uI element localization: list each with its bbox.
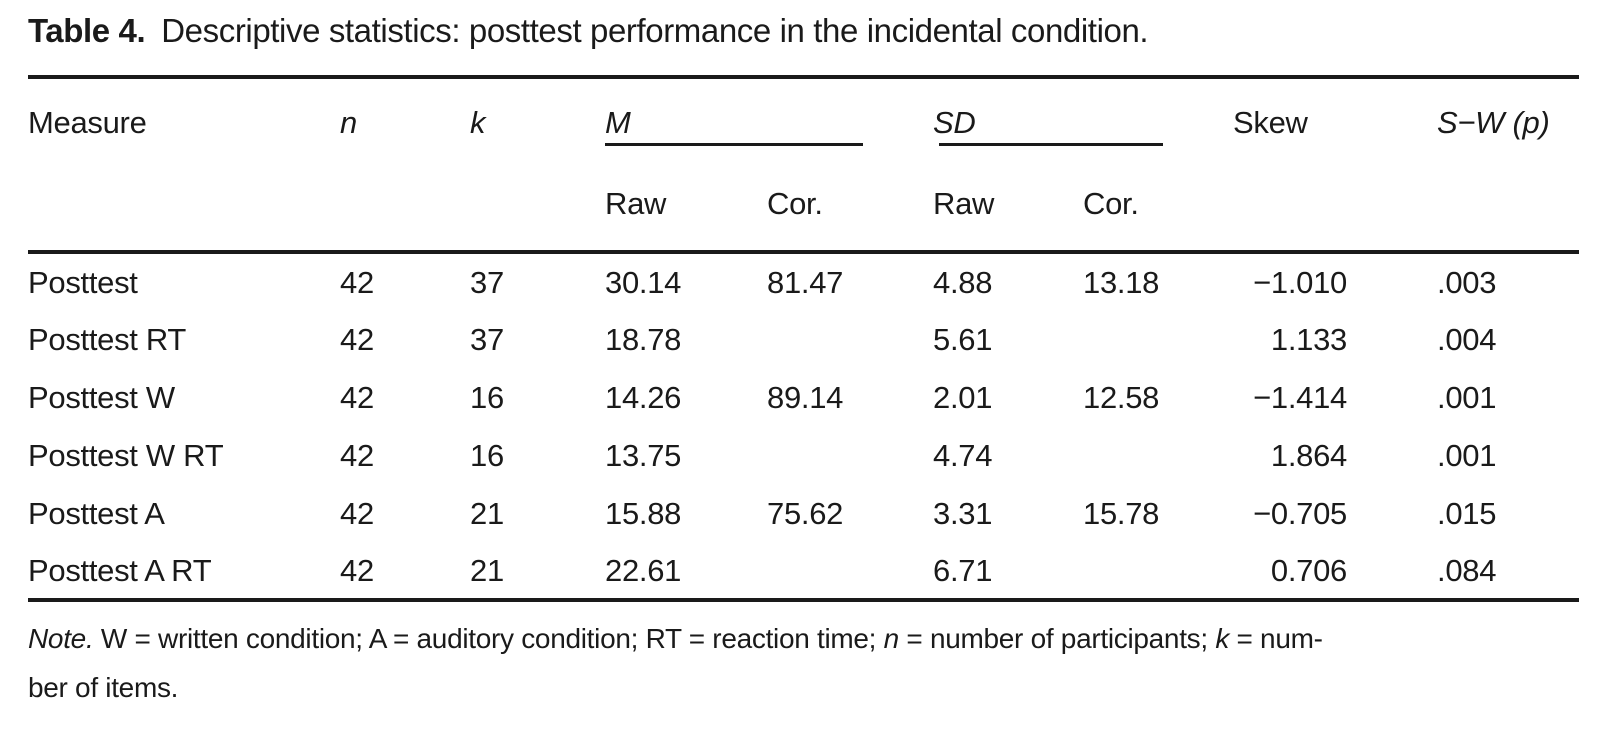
cell-sd-raw: 3.31 [933,495,993,531]
group-header-sd-box: SD [933,79,1233,146]
cell-skew: 1.864 [1270,437,1347,473]
cell-m-cor [767,426,933,484]
cell-skew: 1.133 [1270,321,1347,357]
table-note: Note. W = written condition; A = auditor… [28,614,1579,712]
cell-sw: .001 [1437,437,1497,473]
cell-skew: −1.414 [1253,379,1347,415]
cell-n: 42 [340,264,374,300]
cell-sd-cor: 12.58 [1083,379,1160,415]
note-part: = num- [1229,623,1323,654]
cell-m-cor [767,310,933,368]
subcol-header-m-cor: Cor. [767,170,933,254]
col-header-n: n [340,77,470,254]
group-header-m-label: M [605,105,631,140]
note-part: n [883,623,900,654]
table-row: Posttest RT 42 37 18.78 5.61 1.133 .004 [28,310,1579,368]
col-header-sw: S−W (p) [1347,77,1579,254]
cell-m-cor: 89.14 [767,379,844,415]
cell-m-raw: 14.26 [605,379,682,415]
cell-k: 37 [470,321,504,357]
cell-sd-raw: 6.71 [933,552,993,588]
table-title: Table 4. Descriptive statistics: posttest… [28,0,1579,75]
cell-m-cor: 75.62 [767,495,844,531]
col-header-k: k [470,77,605,254]
note-line: ber of items. [28,663,1579,712]
cell-measure: Posttest RT [28,321,187,357]
table-title-label: Table 4. [28,12,146,49]
col-header-sw-p: p [1522,105,1540,140]
group-header-sd-label: SD [933,105,976,140]
cell-measure: Posttest A [28,495,165,531]
cell-n: 42 [340,552,374,588]
table-row: Posttest W RT 42 16 13.75 4.74 1.864 .00… [28,426,1579,484]
cell-sw: .004 [1437,321,1497,357]
cell-sw: .084 [1437,552,1497,588]
cell-m-raw: 22.61 [605,552,682,588]
cell-m-raw: 30.14 [605,264,682,300]
table-row: Posttest W 42 16 14.26 89.14 2.01 12.58 … [28,368,1579,426]
cell-sd-cor [1083,310,1233,368]
cell-sw: .015 [1437,495,1497,531]
header-row-2: Raw Cor. Raw Cor. [28,170,1579,254]
cell-skew: −1.010 [1253,264,1347,300]
note-part: W = written condition; A = auditory cond… [93,623,884,654]
note-part: k [1215,623,1230,654]
note-part: ber of items. [28,672,179,703]
subcol-header-m-raw: Raw [605,170,767,254]
table-row: Posttest 42 37 30.14 81.47 4.88 13.18 −1… [28,252,1579,310]
col-header-sw-suffix: ) [1539,105,1550,140]
cell-m-raw: 15.88 [605,495,682,531]
cell-sd-raw: 4.74 [933,437,993,473]
m-spanner-rule [605,143,863,146]
cell-k: 37 [470,264,504,300]
cell-k: 21 [470,552,504,588]
cell-skew: 0.706 [1270,552,1347,588]
cell-measure: Posttest [28,264,138,300]
cell-measure: Posttest A RT [28,552,212,588]
col-header-skew: Skew [1233,77,1347,254]
sd-spanner-rule [939,143,1163,146]
cell-k: 21 [470,495,504,531]
cell-sd-cor: 15.78 [1083,495,1160,531]
cell-sd-raw: 4.88 [933,264,993,300]
group-header-sd: SD [933,77,1233,170]
table-row: Posttest A RT 42 21 22.61 6.71 0.706 .08… [28,542,1579,600]
cell-sd-cor [1083,426,1233,484]
cell-k: 16 [470,379,504,415]
cell-measure: Posttest W RT [28,437,224,473]
cell-sd-cor: 13.18 [1083,264,1160,300]
note-line: Note. W = written condition; A = auditor… [28,614,1579,663]
note-part: = number of participants; [898,623,1216,654]
cell-m-raw: 13.75 [605,437,682,473]
cell-k: 16 [470,437,504,473]
cell-n: 42 [340,379,374,415]
col-header-sw-prefix: S−W ( [1437,105,1523,140]
note-part: Note. [28,623,94,654]
col-header-measure: Measure [28,77,340,254]
cell-sd-raw: 5.61 [933,321,993,357]
cell-sd-cor [1083,542,1233,600]
table-row: Posttest A 42 21 15.88 75.62 3.31 15.78 … [28,484,1579,542]
stats-table: Measure n k M SD Skew S−W ( [28,75,1579,602]
cell-n: 42 [340,321,374,357]
subcol-header-sd-cor: Cor. [1083,170,1233,254]
cell-sw: .003 [1437,264,1497,300]
cell-measure: Posttest W [28,379,175,415]
cell-sd-raw: 2.01 [933,379,993,415]
header-row-1: Measure n k M SD Skew S−W ( [28,77,1579,254]
group-header-m-box: M [605,79,933,146]
cell-m-cor: 81.47 [767,264,844,300]
table-title-text: Descriptive statistics: posttest perform… [161,12,1149,49]
cell-m-cor [767,542,933,600]
cell-n: 42 [340,437,374,473]
group-header-m: M [605,77,933,170]
subcol-header-sd-raw: Raw [933,170,1083,254]
cell-skew: −0.705 [1253,495,1347,531]
cell-m-raw: 18.78 [605,321,682,357]
cell-n: 42 [340,495,374,531]
cell-sw: .001 [1437,379,1497,415]
